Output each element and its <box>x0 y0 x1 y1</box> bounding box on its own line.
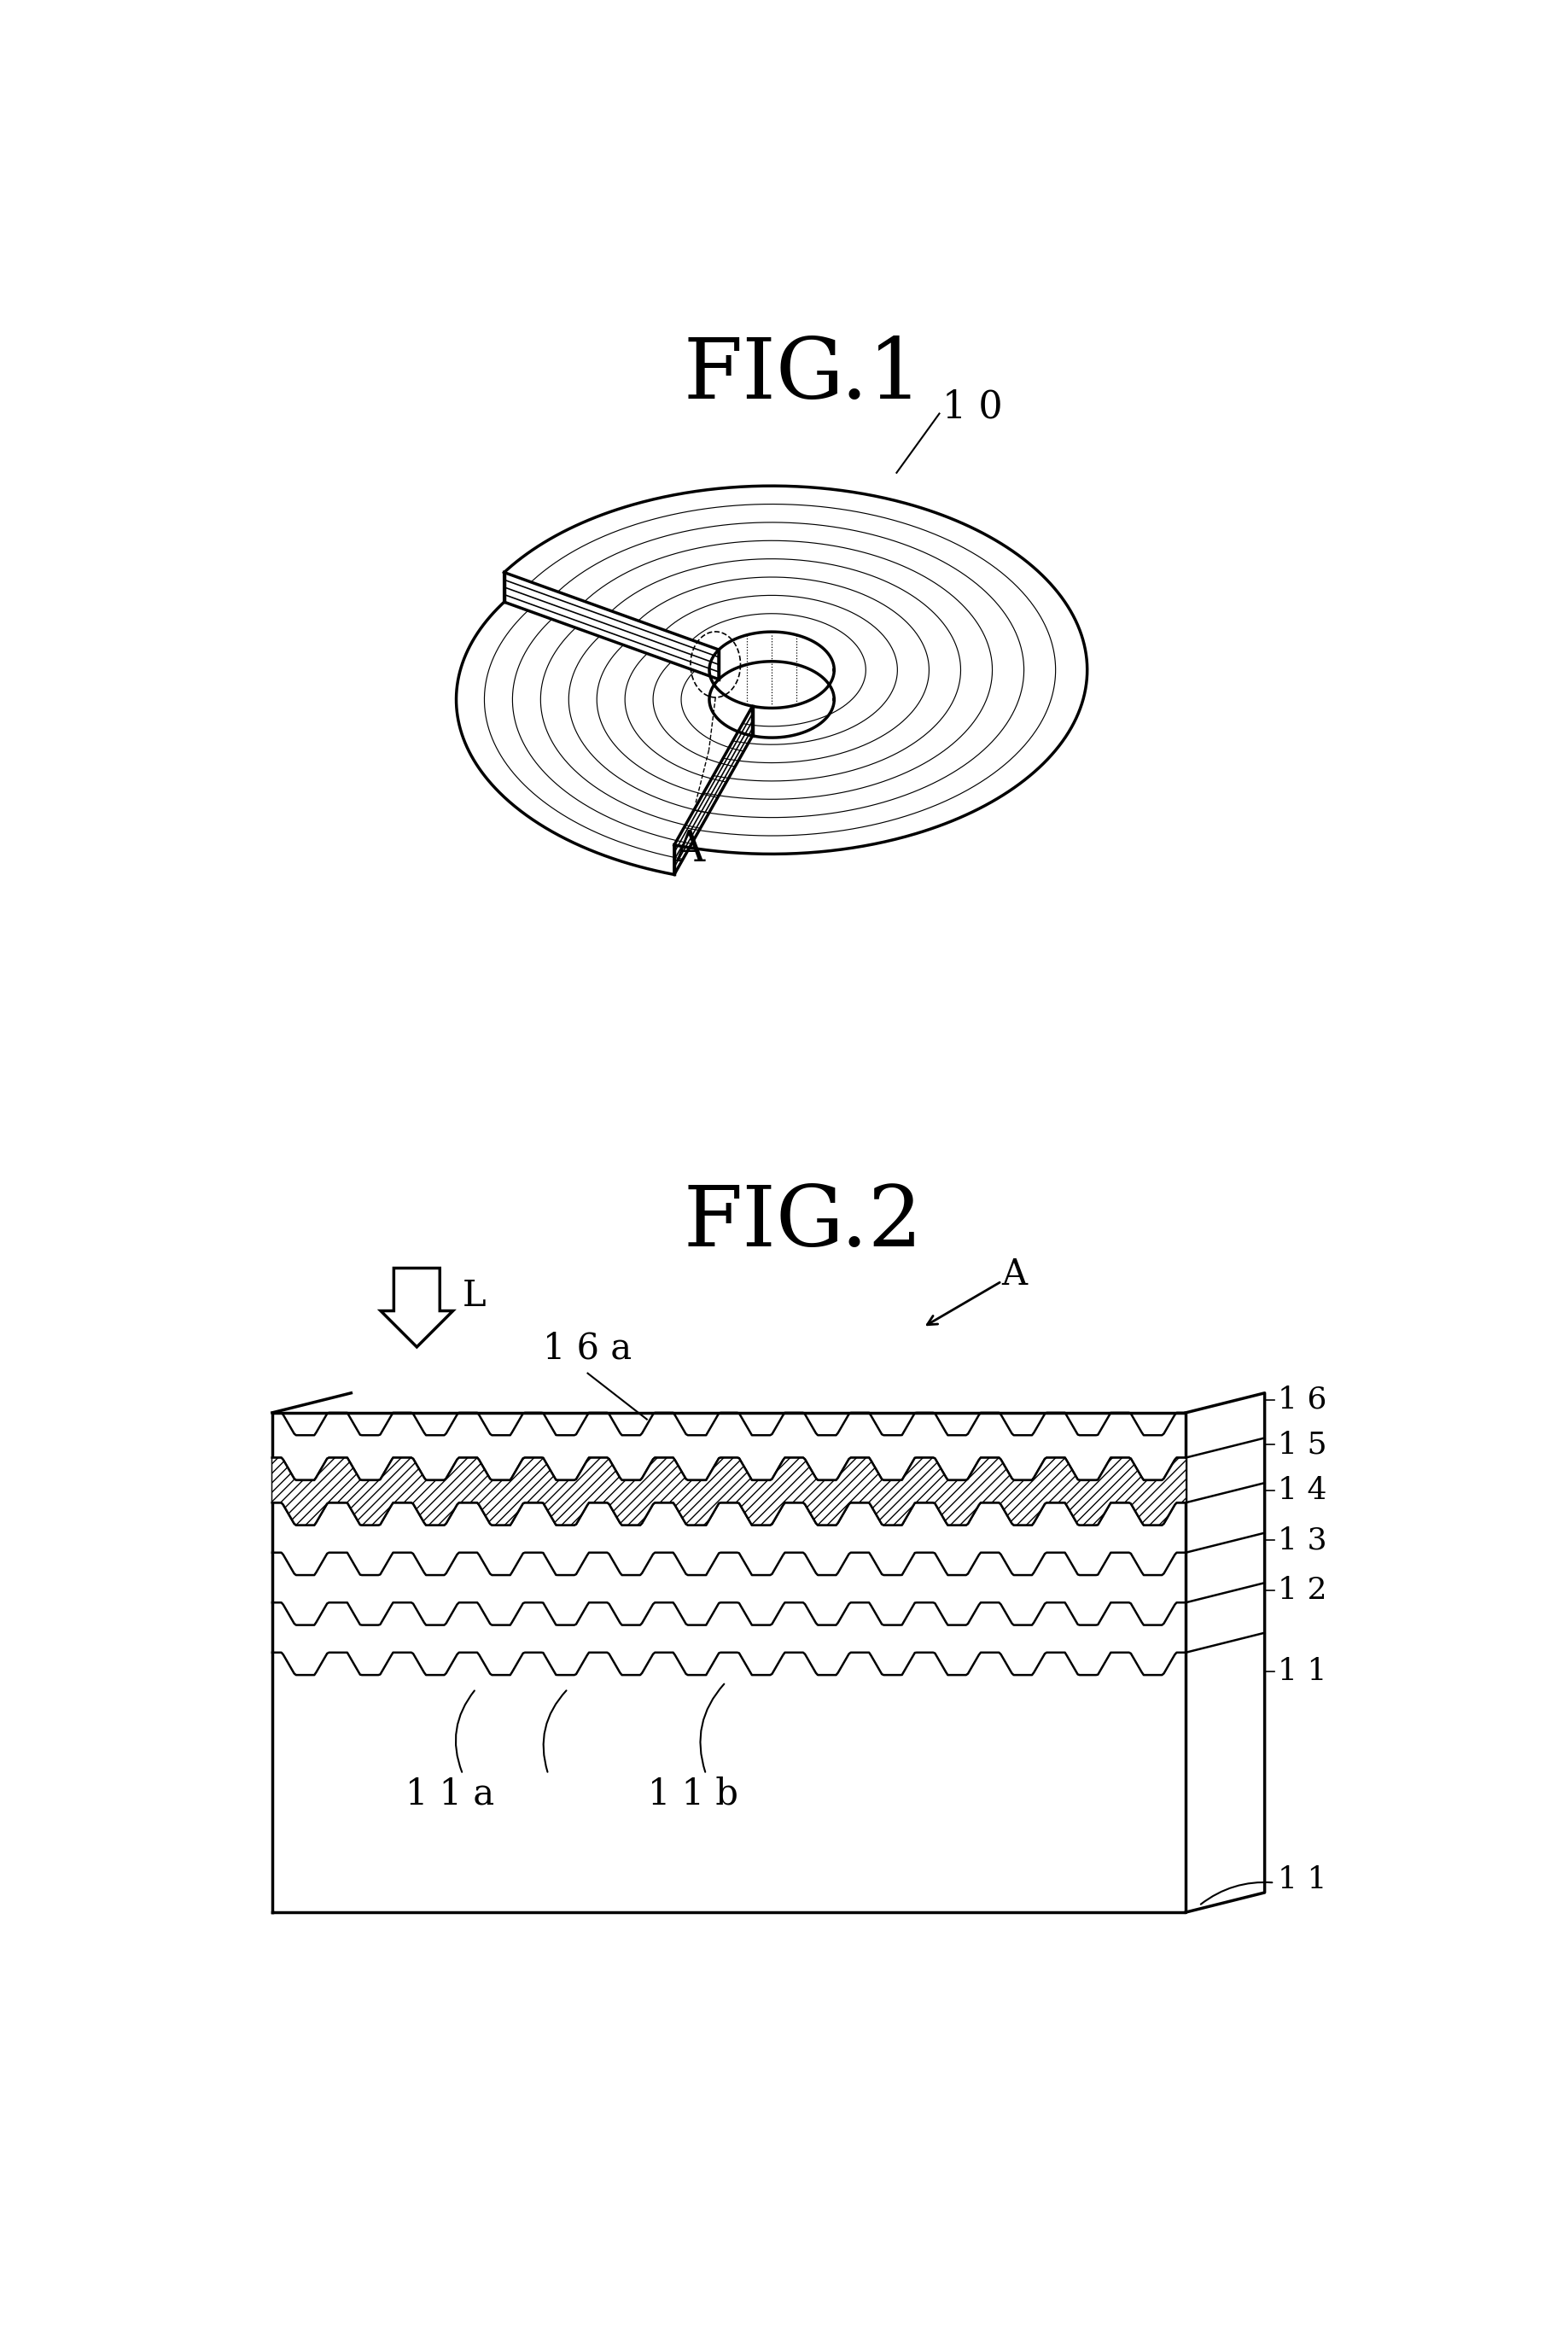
Text: 1 5: 1 5 <box>1278 1429 1327 1460</box>
Text: 1 1: 1 1 <box>1278 1864 1327 1895</box>
Text: 1 1 a: 1 1 a <box>405 1775 494 1813</box>
Text: 1 4: 1 4 <box>1278 1476 1327 1505</box>
Text: 1 6: 1 6 <box>1278 1385 1327 1415</box>
Text: 1 1 b: 1 1 b <box>648 1775 739 1813</box>
Polygon shape <box>381 1267 453 1347</box>
Text: 1 6 a: 1 6 a <box>543 1331 632 1366</box>
Text: L: L <box>463 1279 486 1314</box>
Text: 1 1: 1 1 <box>1278 1657 1327 1686</box>
Text: A: A <box>674 830 704 872</box>
Polygon shape <box>273 1458 1185 1526</box>
Text: 1 0: 1 0 <box>942 388 1004 426</box>
Text: 1 3: 1 3 <box>1278 1526 1327 1554</box>
Text: FIG.2: FIG.2 <box>684 1183 924 1265</box>
Text: 1 2: 1 2 <box>1278 1575 1327 1606</box>
Text: FIG.1: FIG.1 <box>684 334 924 416</box>
Text: A: A <box>1002 1258 1027 1293</box>
